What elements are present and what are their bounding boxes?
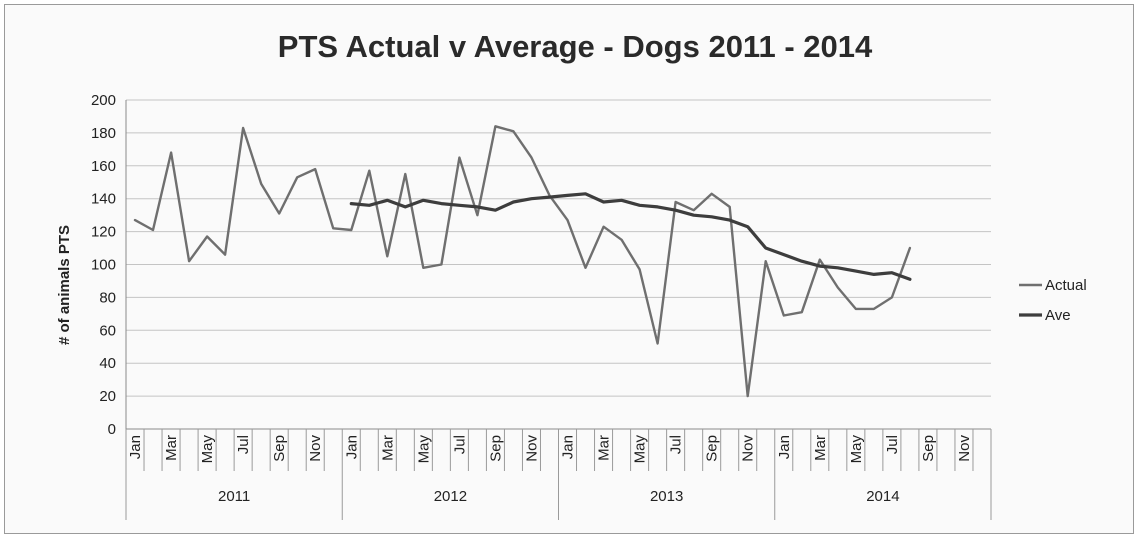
x-tick-label: Sep — [271, 435, 288, 462]
y-tick-label: 60 — [99, 322, 116, 339]
x-tick-label: Nov — [956, 435, 973, 462]
year-label: 2012 — [434, 488, 467, 505]
series-line-actual — [133, 125, 912, 398]
y-tick-label: 180 — [91, 125, 116, 142]
y-tick-label: 160 — [91, 158, 116, 175]
x-tick-label: Jan — [343, 435, 360, 459]
x-tick-label: Sep — [920, 435, 937, 462]
x-tick-label: May — [415, 435, 432, 464]
x-tick-label: Jul — [451, 435, 468, 454]
year-label: 2013 — [650, 488, 683, 505]
legend-label: Ave — [1045, 307, 1071, 324]
x-tick-label: Jan — [776, 435, 793, 459]
x-tick-label: Nov — [740, 435, 757, 462]
x-tick-label: Jan — [560, 435, 577, 459]
x-tick-label: Mar — [812, 435, 829, 461]
y-tick-label: 0 — [108, 421, 116, 438]
y-tick-label: 100 — [91, 257, 116, 274]
x-tick-label: Nov — [307, 435, 324, 462]
year-label: 2014 — [866, 488, 899, 505]
y-tick-label: 20 — [99, 388, 116, 405]
chart-frame: PTS Actual v Average - Dogs 2011 - 2014 … — [4, 4, 1134, 534]
x-tick-label: Sep — [487, 435, 504, 462]
legend: Actual Ave — [1019, 277, 1087, 324]
grid-lines — [126, 99, 991, 397]
x-tick-label: Mar — [163, 435, 180, 461]
x-tick-label: May — [848, 435, 865, 464]
series-lines — [133, 125, 912, 398]
x-tick-label: Nov — [523, 435, 540, 462]
x-tick-label: May — [199, 435, 216, 464]
x-tick-label: Jul — [235, 435, 252, 454]
y-tick-label: 200 — [91, 92, 116, 109]
y-tick-label: 140 — [91, 191, 116, 208]
x-tick-label: Jan — [127, 435, 144, 459]
y-axis-label: # of animals PTS — [56, 225, 73, 345]
x-tick-label: Sep — [704, 435, 721, 462]
x-tick-label: Jul — [668, 435, 685, 454]
series-line-ave — [349, 192, 912, 281]
x-tick-label: May — [632, 435, 649, 464]
y-tick-label: 40 — [99, 355, 116, 372]
chart-svg: PTS Actual v Average - Dogs 2011 - 2014 … — [56, 29, 1087, 520]
year-label: 2011 — [218, 488, 250, 505]
x-tick-label: Jul — [884, 435, 901, 454]
legend-label: Actual — [1045, 277, 1087, 294]
x-tick-label: Mar — [379, 435, 396, 461]
y-tick-label: 120 — [91, 224, 116, 241]
chart-title: PTS Actual v Average - Dogs 2011 - 2014 — [278, 29, 873, 64]
y-tick-label: 80 — [99, 289, 116, 306]
axes: 0 20 40 60 80 100 120 140 160 180 200 Jan Mar May Jul S… — [91, 92, 992, 520]
x-tick-label: Mar — [596, 435, 613, 461]
